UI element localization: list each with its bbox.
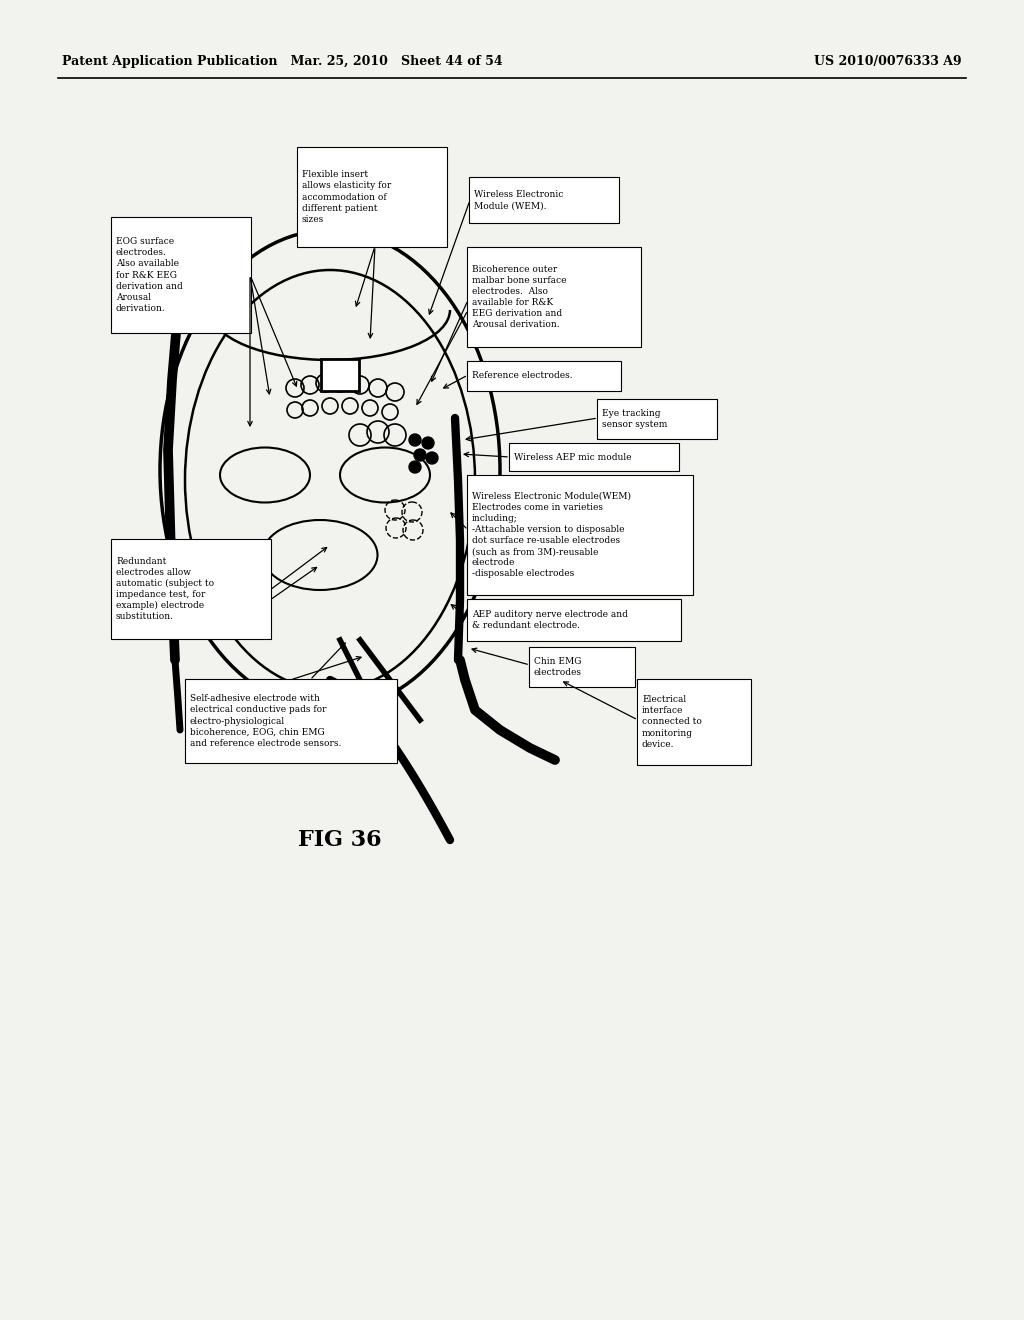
Circle shape xyxy=(426,451,438,465)
Text: Eye tracking
sensor system: Eye tracking sensor system xyxy=(602,409,668,429)
Text: Wireless Electronic
Module (WEM).: Wireless Electronic Module (WEM). xyxy=(474,190,563,210)
Circle shape xyxy=(414,449,426,461)
FancyBboxPatch shape xyxy=(597,399,717,440)
FancyBboxPatch shape xyxy=(467,360,621,391)
FancyBboxPatch shape xyxy=(111,216,251,333)
Text: Chin EMG
electrodes: Chin EMG electrodes xyxy=(534,657,582,677)
Circle shape xyxy=(409,434,421,446)
Text: Wireless Electronic Module(WEM)
Electrodes come in varieties
including;
-Attacha: Wireless Electronic Module(WEM) Electrod… xyxy=(472,491,631,578)
Text: US 2010/0076333 A9: US 2010/0076333 A9 xyxy=(814,55,962,69)
Text: Redundant
electrodes allow
automatic (subject to
impedance test, for
example) el: Redundant electrodes allow automatic (su… xyxy=(116,557,214,622)
Text: Electrical
interface
connected to
monitoring
device.: Electrical interface connected to monito… xyxy=(642,696,701,748)
Text: Reference electrodes.: Reference electrodes. xyxy=(472,371,572,380)
Text: AEP auditory nerve electrode and
& redundant electrode.: AEP auditory nerve electrode and & redun… xyxy=(472,610,628,630)
Circle shape xyxy=(422,437,434,449)
FancyBboxPatch shape xyxy=(297,147,447,247)
FancyBboxPatch shape xyxy=(509,444,679,471)
Text: Flexible insert
allows elasticity for
accommodation of
different patient
sizes: Flexible insert allows elasticity for ac… xyxy=(302,170,391,223)
FancyBboxPatch shape xyxy=(467,247,641,347)
FancyBboxPatch shape xyxy=(529,647,635,686)
Text: FIG 36: FIG 36 xyxy=(298,829,382,851)
FancyBboxPatch shape xyxy=(111,539,271,639)
FancyBboxPatch shape xyxy=(467,475,693,595)
Circle shape xyxy=(409,461,421,473)
Text: Self-adhesive electrode with
electrical conductive pads for
electro-physiologica: Self-adhesive electrode with electrical … xyxy=(190,694,341,747)
FancyBboxPatch shape xyxy=(637,678,751,766)
Text: Wireless AEP mic module: Wireless AEP mic module xyxy=(514,453,632,462)
Text: Patent Application Publication   Mar. 25, 2010   Sheet 44 of 54: Patent Application Publication Mar. 25, … xyxy=(62,55,503,69)
FancyBboxPatch shape xyxy=(321,359,359,391)
Text: EOG surface
electrodes.
Also available
for R&K EEG
derivation and
Arousal
deriva: EOG surface electrodes. Also available f… xyxy=(116,238,182,313)
FancyBboxPatch shape xyxy=(467,599,681,642)
Text: Bicoherence outer
malbar bone surface
electrodes.  Also
available for R&K
EEG de: Bicoherence outer malbar bone surface el… xyxy=(472,265,566,329)
FancyBboxPatch shape xyxy=(469,177,618,223)
FancyBboxPatch shape xyxy=(185,678,397,763)
